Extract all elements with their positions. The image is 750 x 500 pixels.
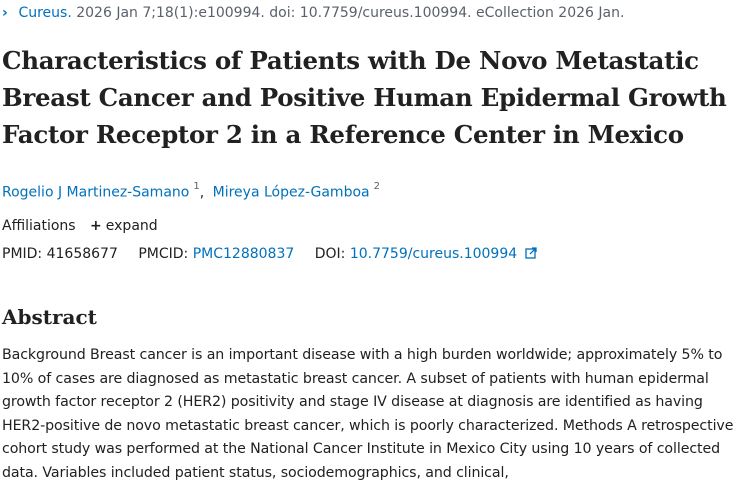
expand-label: expand xyxy=(105,218,158,234)
author-list: Rogelio J Martinez-Samano 1, Mireya López… xyxy=(2,179,380,203)
author-link[interactable]: Mireya López-Gamboa xyxy=(212,184,370,201)
pmcid-label: PMCID: xyxy=(138,246,189,262)
author-separator: , xyxy=(199,184,205,201)
pmcid-group: PMCID: PMC12880837 xyxy=(138,246,298,262)
doi-group: DOI: 10.7759/cureus.100994 xyxy=(315,246,537,262)
article-identifiers: PMID: 41658677 PMCID: PMC12880837 DOI: 1… xyxy=(2,244,553,264)
author-link[interactable]: Rogelio J Martinez-Samano xyxy=(2,184,190,201)
external-link-icon[interactable] xyxy=(524,247,537,259)
journal-link[interactable]: Cureus. xyxy=(18,5,72,21)
affiliations-toggle: Affiliations + expand xyxy=(2,216,158,236)
doi-label: DOI: xyxy=(314,246,346,262)
citation-line: › Cureus. 2026 Jan 7;18(1):e100994. doi:… xyxy=(2,4,624,22)
affiliations-label: Affiliations xyxy=(2,218,76,234)
pmid-value: 41658677 xyxy=(46,246,118,262)
pmcid-link[interactable]: PMC12880837 xyxy=(192,246,295,262)
affiliation-marker[interactable]: 2 xyxy=(373,181,380,192)
citation-details: 2026 Jan 7;18(1):e100994. doi: 10.7759/c… xyxy=(76,5,625,21)
article-title: Characteristics of Patients with De Novo… xyxy=(2,46,727,149)
pmid-label: PMID: xyxy=(2,246,43,262)
expand-button[interactable]: + expand xyxy=(90,218,158,234)
pmid-group: PMID: 41658677 xyxy=(2,246,122,262)
plus-icon: + xyxy=(90,218,102,234)
abstract-heading: Abstract xyxy=(2,305,97,329)
abstract-text: Background Breast cancer is an important… xyxy=(2,347,734,481)
chevron-right-icon[interactable]: › xyxy=(2,5,8,21)
doi-link[interactable]: 10.7759/cureus.100994 xyxy=(349,246,518,262)
affiliation-marker[interactable]: 1 xyxy=(193,181,200,192)
